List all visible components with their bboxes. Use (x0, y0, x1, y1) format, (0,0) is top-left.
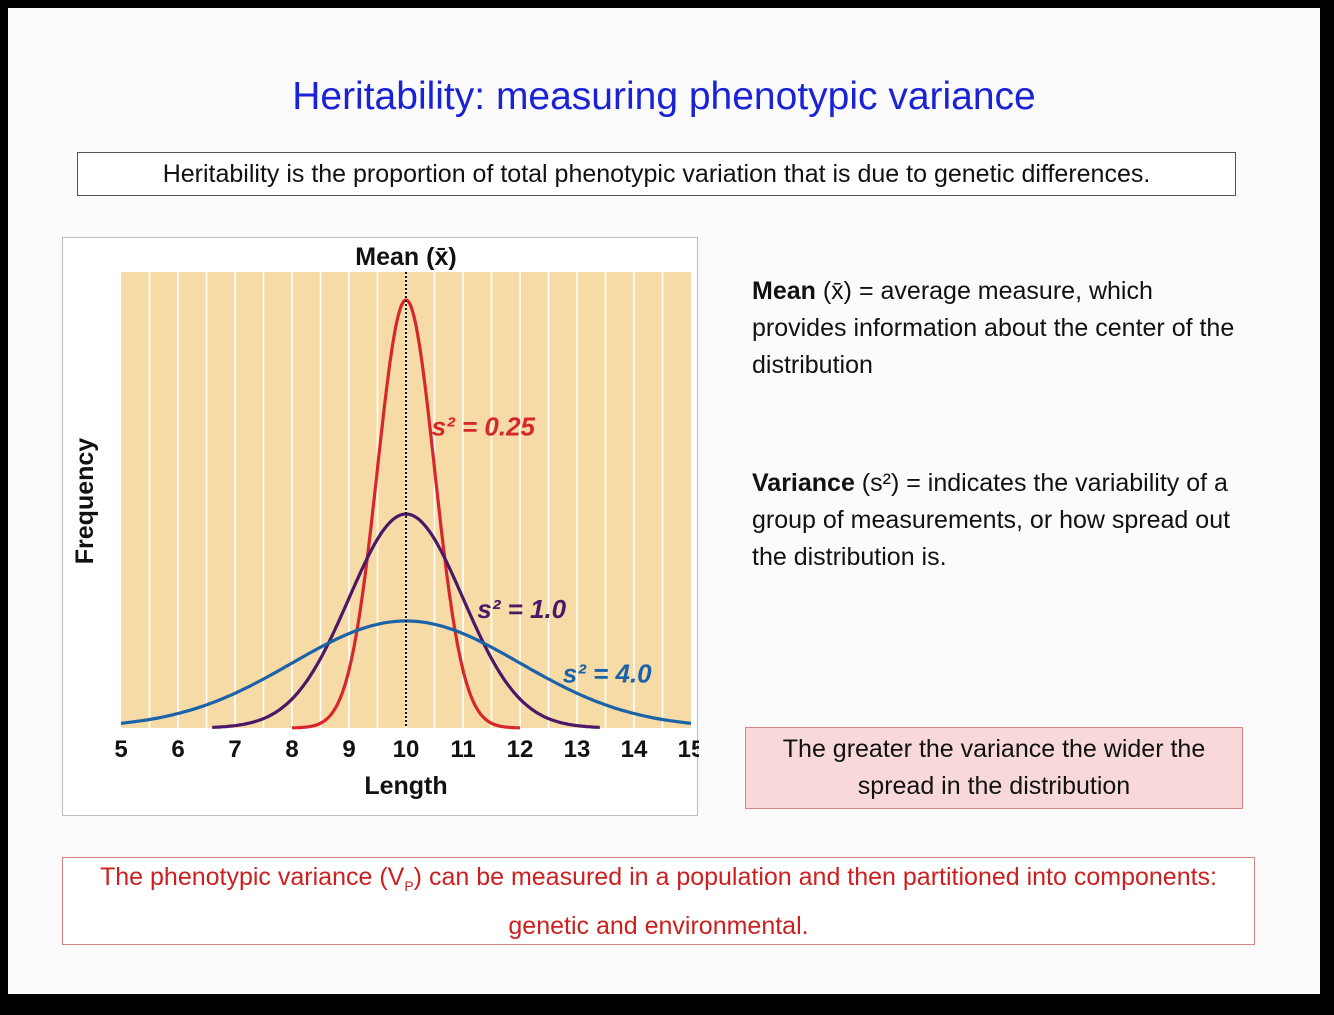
x-tick-label: 10 (393, 736, 420, 763)
x-tick-label: 7 (228, 736, 241, 763)
mean-term: Mean (752, 277, 816, 305)
mean-definition: Mean (x̄) = average measure, which provi… (752, 273, 1252, 384)
x-tick-label: 15 (678, 736, 699, 763)
x-tick-label: 5 (114, 736, 127, 763)
x-tick-label: 8 (285, 736, 298, 763)
x-tick-label: 6 (171, 736, 184, 763)
mean-symbol: (x̄) (815, 277, 853, 305)
series-label-0: s² = 0.25 (432, 412, 536, 442)
variance-definition: Variance (s²) = indicates the variabilit… (752, 465, 1252, 576)
x-tick-label: 13 (564, 736, 591, 763)
variance-term: Variance (752, 469, 855, 497)
series-label-1: s² = 1.0 (477, 594, 566, 624)
x-tick-label: 14 (621, 736, 648, 763)
variance-text: = indicates the variability of a group o… (752, 469, 1231, 571)
series-label-2: s² = 4.0 (563, 658, 652, 688)
bottom-text-part1: The phenotypic variance (V (99, 862, 405, 891)
x-axis-label: Length (364, 772, 447, 800)
definition-box: Heritability is the proportion of total … (77, 152, 1236, 196)
distribution-chart: s² = 0.25 s² = 1.0 s² = 4.0 5 6 7 8 9 10 11 12 13 14… (62, 237, 699, 816)
mean-text: = average measure, which provides inform… (752, 277, 1235, 379)
chart-title: Mean (x̄) (355, 243, 456, 271)
x-tick-label: 9 (342, 736, 355, 763)
bottom-text-subscript: P (404, 877, 414, 894)
slide: Heritability: measuring phenotypic varia… (8, 8, 1320, 994)
x-tick-label: 11 (450, 736, 475, 763)
y-axis-label: Frequency (71, 438, 99, 565)
variance-note-text: The greater the variance the wider the s… (782, 735, 1206, 800)
bottom-text-part2: ) can be measured in a population and th… (413, 862, 1217, 940)
chart-svg: s² = 0.25 s² = 1.0 s² = 4.0 5 6 7 8 9 10 11 12 13 14… (71, 243, 699, 800)
x-tick-label: 12 (507, 736, 534, 763)
phenotypic-variance-box: The phenotypic variance (VP) can be meas… (62, 857, 1255, 945)
variance-symbol: (s²) (854, 469, 900, 497)
definition-text: Heritability is the proportion of total … (162, 159, 1151, 188)
phenotypic-variance-text: The phenotypic variance (VP) can be meas… (63, 857, 1254, 946)
variance-note-box: The greater the variance the wider the s… (745, 727, 1243, 809)
slide-title: Heritability: measuring phenotypic varia… (292, 75, 1036, 118)
